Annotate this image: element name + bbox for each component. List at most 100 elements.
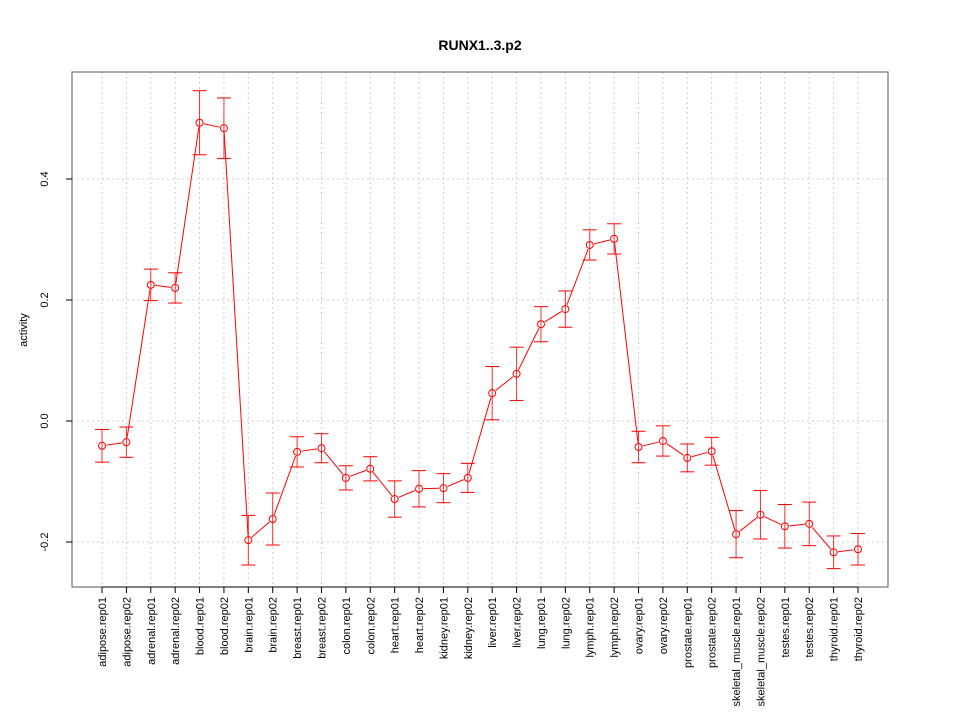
x-tick-label: liver.rep01 [487, 597, 499, 648]
data-point [756, 510, 765, 519]
data-point [512, 369, 521, 378]
error-bar [826, 535, 841, 570]
error-bar [387, 480, 402, 518]
x-tick-label: breast.rep02 [316, 597, 328, 659]
data-point [610, 234, 619, 243]
error-bar [704, 436, 719, 466]
series-segment [349, 469, 367, 477]
x-tick-label: testes.rep01 [780, 597, 792, 658]
error-bar [314, 433, 329, 464]
error-bar [290, 436, 305, 468]
error-bar [412, 470, 427, 508]
data-point [390, 495, 399, 504]
x-tick-label: prostate.rep02 [707, 597, 719, 668]
error-bar [533, 306, 548, 343]
error-bar [95, 428, 109, 463]
data-point [341, 473, 350, 482]
data-point [780, 522, 789, 531]
series-segment [106, 442, 123, 446]
series-segment [126, 289, 151, 438]
series-segment [614, 243, 639, 443]
x-tick-label: testes.rep02 [804, 597, 816, 658]
x-tick-label: ovary.rep01 [634, 597, 646, 654]
data-series [95, 90, 865, 570]
series-segment [155, 284, 171, 288]
series-segment [251, 521, 270, 538]
x-tick-label: adipose.rep02 [121, 597, 133, 667]
grid [72, 72, 888, 587]
x-tick-label: skeletal_muscle.rep01 [731, 597, 743, 706]
series-segment [811, 526, 832, 550]
y-tick-label: 0.2 [39, 292, 51, 307]
data-point [463, 473, 472, 482]
data-point [805, 519, 814, 528]
series-segment [223, 132, 249, 536]
error-bar [607, 223, 622, 255]
error-bar [631, 430, 646, 464]
x-tick-label: adipose.rep01 [97, 597, 109, 667]
series-segment [323, 451, 344, 475]
data-point [658, 436, 667, 445]
y-tick-label: 0.4 [39, 171, 51, 186]
data-point [732, 530, 741, 539]
data-point [439, 484, 448, 493]
error-bar [753, 490, 768, 540]
data-point [219, 124, 228, 133]
series-segment [739, 517, 758, 532]
data-point [317, 444, 326, 453]
error-bar [851, 533, 865, 566]
x-tick-label: ovary.rep02 [658, 597, 670, 654]
data-point [366, 464, 375, 473]
data-point [488, 389, 497, 398]
data-point [171, 283, 180, 292]
error-bar [119, 426, 134, 458]
x-tick-label: prostate.rep01 [682, 597, 694, 668]
series-segment [203, 123, 220, 128]
series-segment [495, 376, 514, 391]
error-bar [558, 290, 573, 328]
x-tick-label: adrenal.rep02 [170, 597, 182, 665]
data-point [854, 545, 862, 554]
axes: -0.2 0.0 0.2 0.4 adipose.rep01 adipose.rep02 a… [39, 71, 889, 706]
data-point [561, 305, 570, 314]
data-point [536, 320, 545, 329]
series-segment [566, 248, 589, 306]
x-tick-label: lung.rep02 [560, 597, 572, 649]
series-segment [273, 455, 297, 515]
plot-frame [71, 71, 889, 588]
error-bar [680, 443, 695, 473]
error-bar [168, 272, 183, 304]
error-bar [509, 346, 524, 401]
series-segment [175, 127, 200, 284]
x-tick-label: adrenal.rep01 [146, 597, 158, 665]
x-tick-label: lymph.rep01 [585, 597, 597, 658]
x-tick-label: skeletal_muscle.rep02 [755, 597, 767, 706]
error-bar [338, 465, 353, 491]
error-bar [460, 462, 475, 493]
y-tick-label: 0.0 [39, 413, 51, 428]
error-bar [777, 503, 792, 549]
data-point [634, 443, 643, 452]
error-bar [216, 97, 231, 159]
error-bar [143, 268, 158, 302]
x-tick-label: brain.rep01 [243, 597, 255, 653]
error-bar [485, 366, 500, 421]
error-bar [192, 90, 207, 156]
x-tick-label: colon.rep02 [365, 597, 377, 655]
series-segment [468, 397, 492, 474]
x-tick-label: heart.rep02 [414, 597, 426, 653]
series-segment [712, 455, 736, 530]
data-point [195, 118, 204, 127]
x-tick-label: blood.rep01 [195, 597, 207, 655]
data-point [829, 548, 838, 557]
series-segment [544, 311, 562, 323]
x-tick-label: brain.rep02 [268, 597, 280, 653]
series-segment [642, 441, 659, 447]
x-tick-label: heart.rep01 [390, 597, 402, 653]
series-segment [447, 479, 464, 487]
x-tick-label: breast.rep01 [292, 597, 304, 659]
series-segment [691, 451, 708, 458]
y-axis-label: activity [18, 313, 30, 347]
x-tick-label: blood.rep02 [219, 597, 231, 655]
